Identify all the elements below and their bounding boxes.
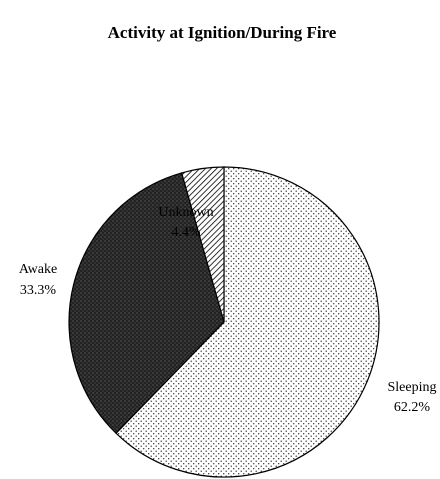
pie-slice <box>68 172 225 435</box>
slice-value-label: 4.4% <box>171 225 201 240</box>
slice-label: Awake <box>19 262 57 277</box>
slice-value-label: 33.3% <box>20 283 57 298</box>
slice-label: Sleeping <box>388 380 437 395</box>
chart-title: Activity at Ignition/During Fire <box>108 23 337 42</box>
slice-label: Unknown <box>158 205 213 220</box>
pie-slice <box>180 166 225 323</box>
pie-slice <box>115 166 380 478</box>
slice-value-label: 62.2% <box>394 400 431 415</box>
